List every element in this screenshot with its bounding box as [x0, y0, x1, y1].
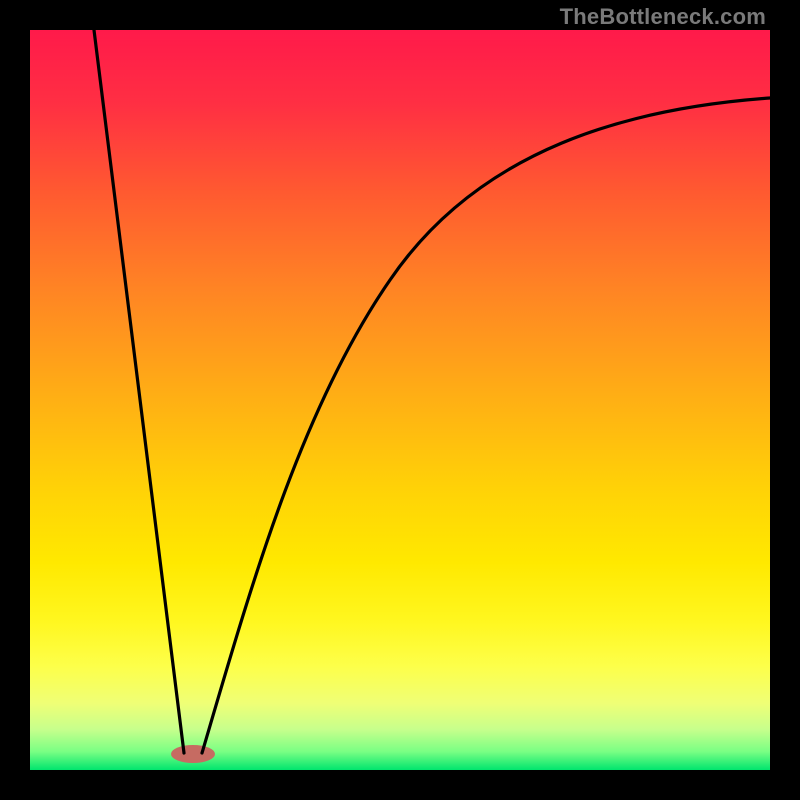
chart-root: TheBottleneck.com: [0, 0, 800, 800]
gradient-background: [30, 30, 770, 770]
plot-area: [30, 30, 770, 770]
watermark-text: TheBottleneck.com: [560, 4, 766, 30]
